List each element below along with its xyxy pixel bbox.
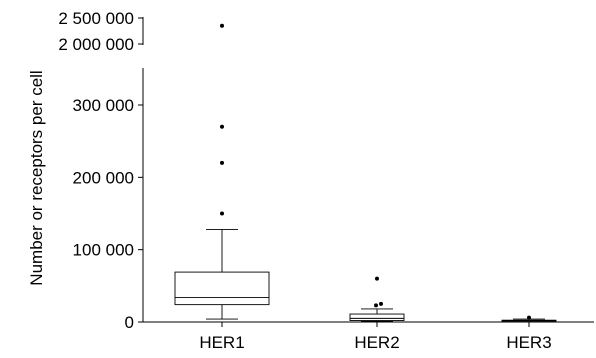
outlier-point: [375, 276, 379, 281]
outlier-point: [220, 23, 224, 28]
y-tick-label: 200 000: [73, 168, 134, 187]
y-ticks: 0 100 000 200 000 300 000 2 000 000 2 500 000: [58, 9, 143, 332]
boxes: [174, 23, 557, 323]
y-tick-label: 2 000 000: [58, 35, 134, 54]
y-tick-label: 0: [125, 313, 134, 332]
x-category-labels: HER1 HER2 HER3: [199, 322, 552, 352]
iqr-box: [174, 271, 270, 306]
box-her1: [174, 23, 270, 320]
outlier-point: [379, 301, 383, 306]
iqr-box: [349, 313, 405, 322]
box-her2: [349, 276, 405, 322]
y-axis-title: Number or receptors per cell: [27, 70, 46, 285]
outlier-point: [220, 211, 224, 216]
x-category-label: HER2: [354, 333, 399, 352]
outlier-point: [527, 315, 531, 320]
outlier-point: [220, 160, 224, 165]
x-category-label: HER1: [199, 333, 244, 352]
outlier-point: [220, 124, 224, 129]
y-tick-label: 300 000: [73, 96, 134, 115]
y-tick-label: 2 500 000: [58, 9, 134, 28]
outlier-point: [374, 303, 378, 308]
y-tick-label: 100 000: [73, 241, 134, 260]
x-category-label: HER3: [506, 333, 551, 352]
box-her3: [501, 315, 557, 323]
